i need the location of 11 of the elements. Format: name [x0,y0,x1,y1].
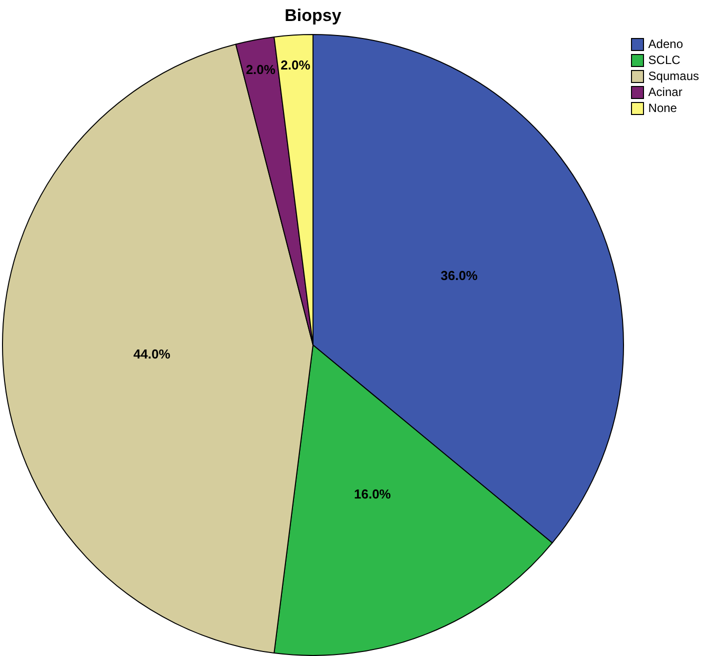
data-label: 36.0% [440,268,478,283]
chart-title: Biopsy [284,6,342,26]
legend-label: Adeno [648,37,683,51]
legend-label: None [648,101,677,115]
legend-label: SCLC [648,53,680,67]
legend-label: Squmaus [648,69,699,83]
data-label: 44.0% [133,346,171,362]
data-label: 2.0% [246,62,276,78]
data-label: 16.0% [354,486,392,502]
data-label: 2.0% [280,58,311,73]
legend-label: Acinar [648,85,682,99]
